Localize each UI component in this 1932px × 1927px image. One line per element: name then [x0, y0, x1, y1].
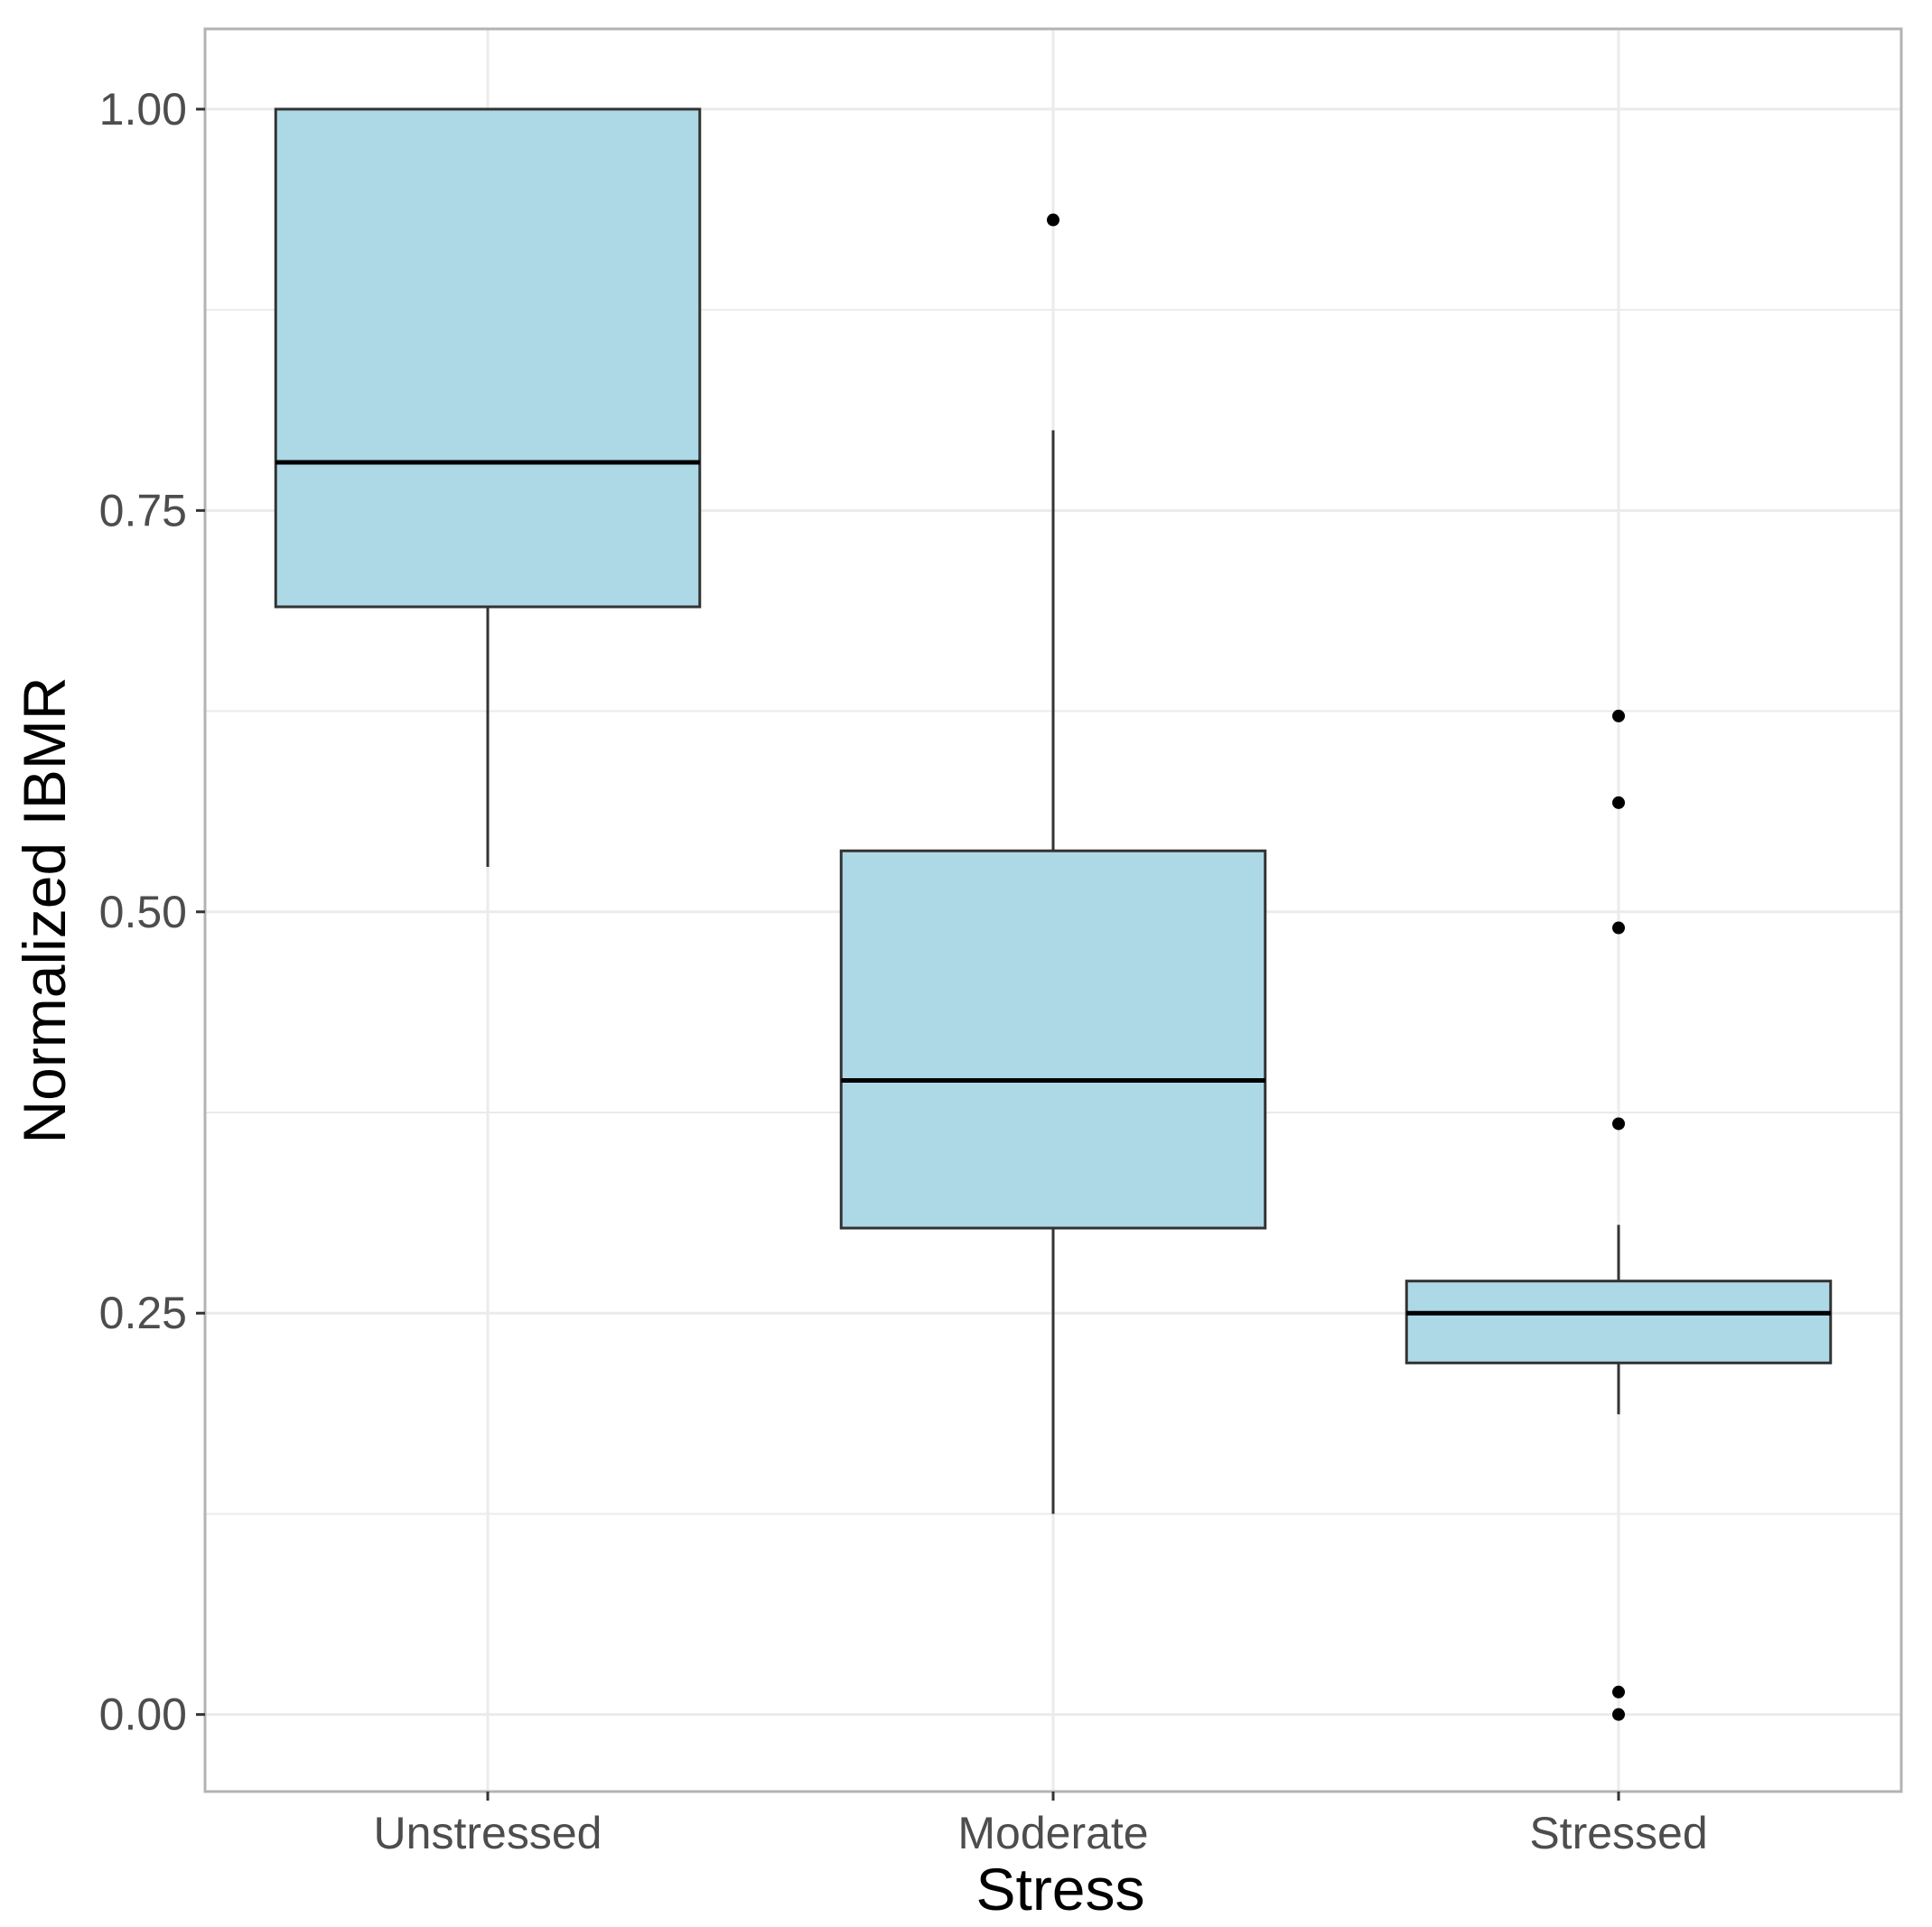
box-stressed [1405, 709, 1833, 1721]
outlier-point-1 [1612, 796, 1625, 809]
axis-ticks: 0.00 0.25 0.50 0.75 1.00 Unstressed Moderate St… [99, 84, 1708, 1858]
box-iqr [839, 849, 1267, 1230]
outlier-point-0 [1612, 709, 1625, 722]
outlier-point-3 [1612, 1117, 1625, 1131]
y-tick-label: 0.00 [99, 1690, 187, 1740]
box-unstressed [274, 107, 702, 867]
boxplot-series [274, 107, 1833, 1721]
y-tick-label: 1.00 [99, 84, 187, 135]
x-tick-label: Unstressed [374, 1808, 602, 1858]
x-tick-label: Stressed [1529, 1808, 1707, 1858]
y-axis-title: Normalized IBMR [11, 676, 78, 1143]
outlier-point-2 [1612, 921, 1625, 935]
x-tick-label: Moderate [957, 1808, 1148, 1858]
x-axis-title: Stress [975, 1856, 1144, 1922]
outlier-point-4 [1612, 1685, 1625, 1699]
box-moderate [839, 213, 1267, 1514]
y-tick-label: 0.50 [99, 887, 187, 937]
box-iqr [1405, 1280, 1833, 1364]
outlier-point-0 [1047, 213, 1059, 227]
box-iqr [274, 107, 702, 609]
y-tick-label: 0.25 [99, 1288, 187, 1338]
outlier-point-5 [1612, 1708, 1625, 1721]
y-tick-label: 0.75 [99, 485, 187, 535]
